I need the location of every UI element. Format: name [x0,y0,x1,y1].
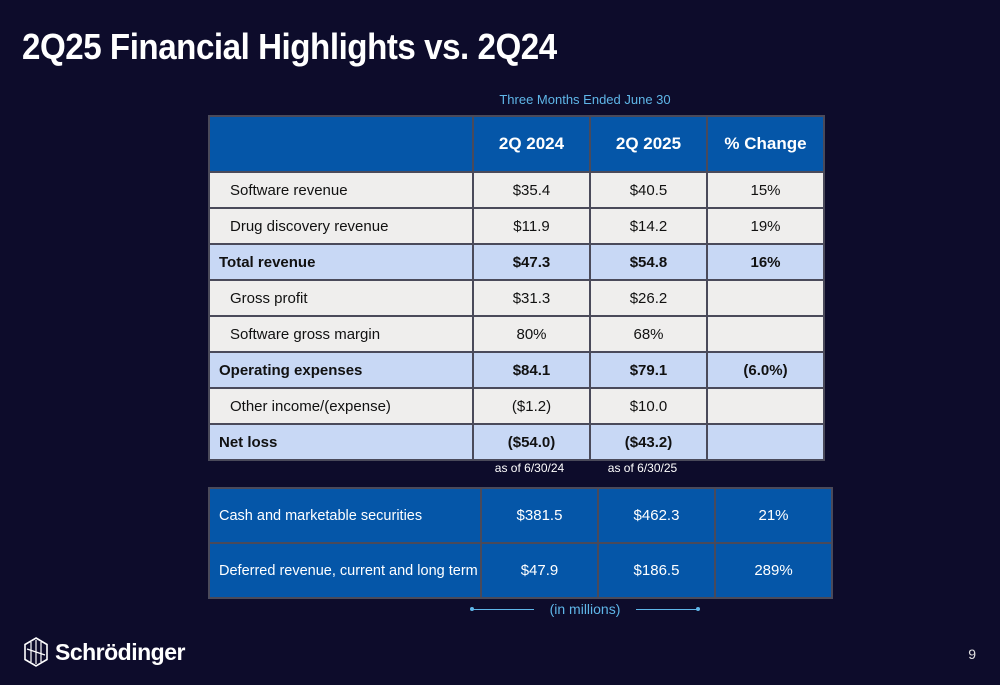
divider [472,609,534,610]
cell-change: 289% [714,542,833,599]
table-row: Deferred revenue, current and long term … [208,542,833,599]
cell-2q2025: ($43.2) [589,423,708,461]
row-label: Drug discovery revenue [208,207,474,245]
cell-2q2024: ($54.0) [472,423,591,461]
units-label: (in millions) [549,601,621,617]
table-row-total: Operating expenses $84.1 $79.1 (6.0%) [208,351,825,389]
table-row-total: Net loss ($54.0) ($43.2) [208,423,825,461]
row-label: Software gross margin [208,315,474,353]
table-row: Cash and marketable securities $381.5 $4… [208,487,833,544]
cell-change [706,423,825,461]
cell-2q2025: $54.8 [589,243,708,281]
row-label: Operating expenses [208,351,474,389]
cell-2q2024: ($1.2) [472,387,591,425]
header-2q2025: 2Q 2025 [589,115,708,173]
header-change: % Change [706,115,825,173]
row-label: Software revenue [208,171,474,209]
header-blank [208,115,474,173]
cell-2q2025: 68% [589,315,708,353]
page-number: 9 [968,646,976,662]
cell-change: 19% [706,207,825,245]
cell-2q2024: $35.4 [472,171,591,209]
cell-2q2025: $10.0 [589,387,708,425]
table-row-total: Total revenue $47.3 $54.8 16% [208,243,825,281]
row-label: Gross profit [208,279,474,317]
balance-table: Cash and marketable securities $381.5 $4… [208,487,833,599]
table-row: Software gross margin 80% 68% [208,315,825,353]
cell-2q2025: $26.2 [589,279,708,317]
header-2q2024: 2Q 2024 [472,115,591,173]
table-row: Software revenue $35.4 $40.5 15% [208,171,825,209]
cell-2024: $47.9 [480,542,599,599]
cell-2q2024: $31.3 [472,279,591,317]
cell-2q2025: $14.2 [589,207,708,245]
dot-icon [696,607,700,611]
cell-change: 15% [706,171,825,209]
table-header-row: 2Q 2024 2Q 2025 % Change [208,115,825,173]
hexagon-logo-icon [24,637,48,667]
row-label: Cash and marketable securities [208,487,482,544]
cell-2025: $462.3 [597,487,716,544]
cell-2q2024: $11.9 [472,207,591,245]
row-label: Net loss [208,423,474,461]
row-label: Total revenue [208,243,474,281]
cell-2024: $381.5 [480,487,599,544]
asof-2025-label: as of 6/30/25 [607,461,678,475]
cell-2q2024: $84.1 [472,351,591,389]
slide-title: 2Q25 Financial Highlights vs. 2Q24 [22,26,557,67]
income-table: 2Q 2024 2Q 2025 % Change Software revenu… [208,115,825,461]
asof-2024-label: as of 6/30/24 [494,461,565,475]
cell-change: 16% [706,243,825,281]
cell-change [706,279,825,317]
cell-2025: $186.5 [597,542,716,599]
company-name: Schrödinger [55,638,185,665]
row-label: Other income/(expense) [208,387,474,425]
cell-2q2024: $47.3 [472,243,591,281]
cell-2q2025: $40.5 [589,171,708,209]
cell-change: 21% [714,487,833,544]
cell-change [706,387,825,425]
cell-change [706,315,825,353]
period-label: Three Months Ended June 30 [499,92,671,107]
table-row: Drug discovery revenue $11.9 $14.2 19% [208,207,825,245]
cell-2q2025: $79.1 [589,351,708,389]
cell-2q2024: 80% [472,315,591,353]
table-row: Other income/(expense) ($1.2) $10.0 [208,387,825,425]
cell-change: (6.0%) [706,351,825,389]
company-logo: Schrödinger [24,636,185,668]
units-note: (in millions) [470,598,700,622]
table-row: Gross profit $31.3 $26.2 [208,279,825,317]
divider [636,609,698,610]
row-label: Deferred revenue, current and long term [208,542,482,599]
